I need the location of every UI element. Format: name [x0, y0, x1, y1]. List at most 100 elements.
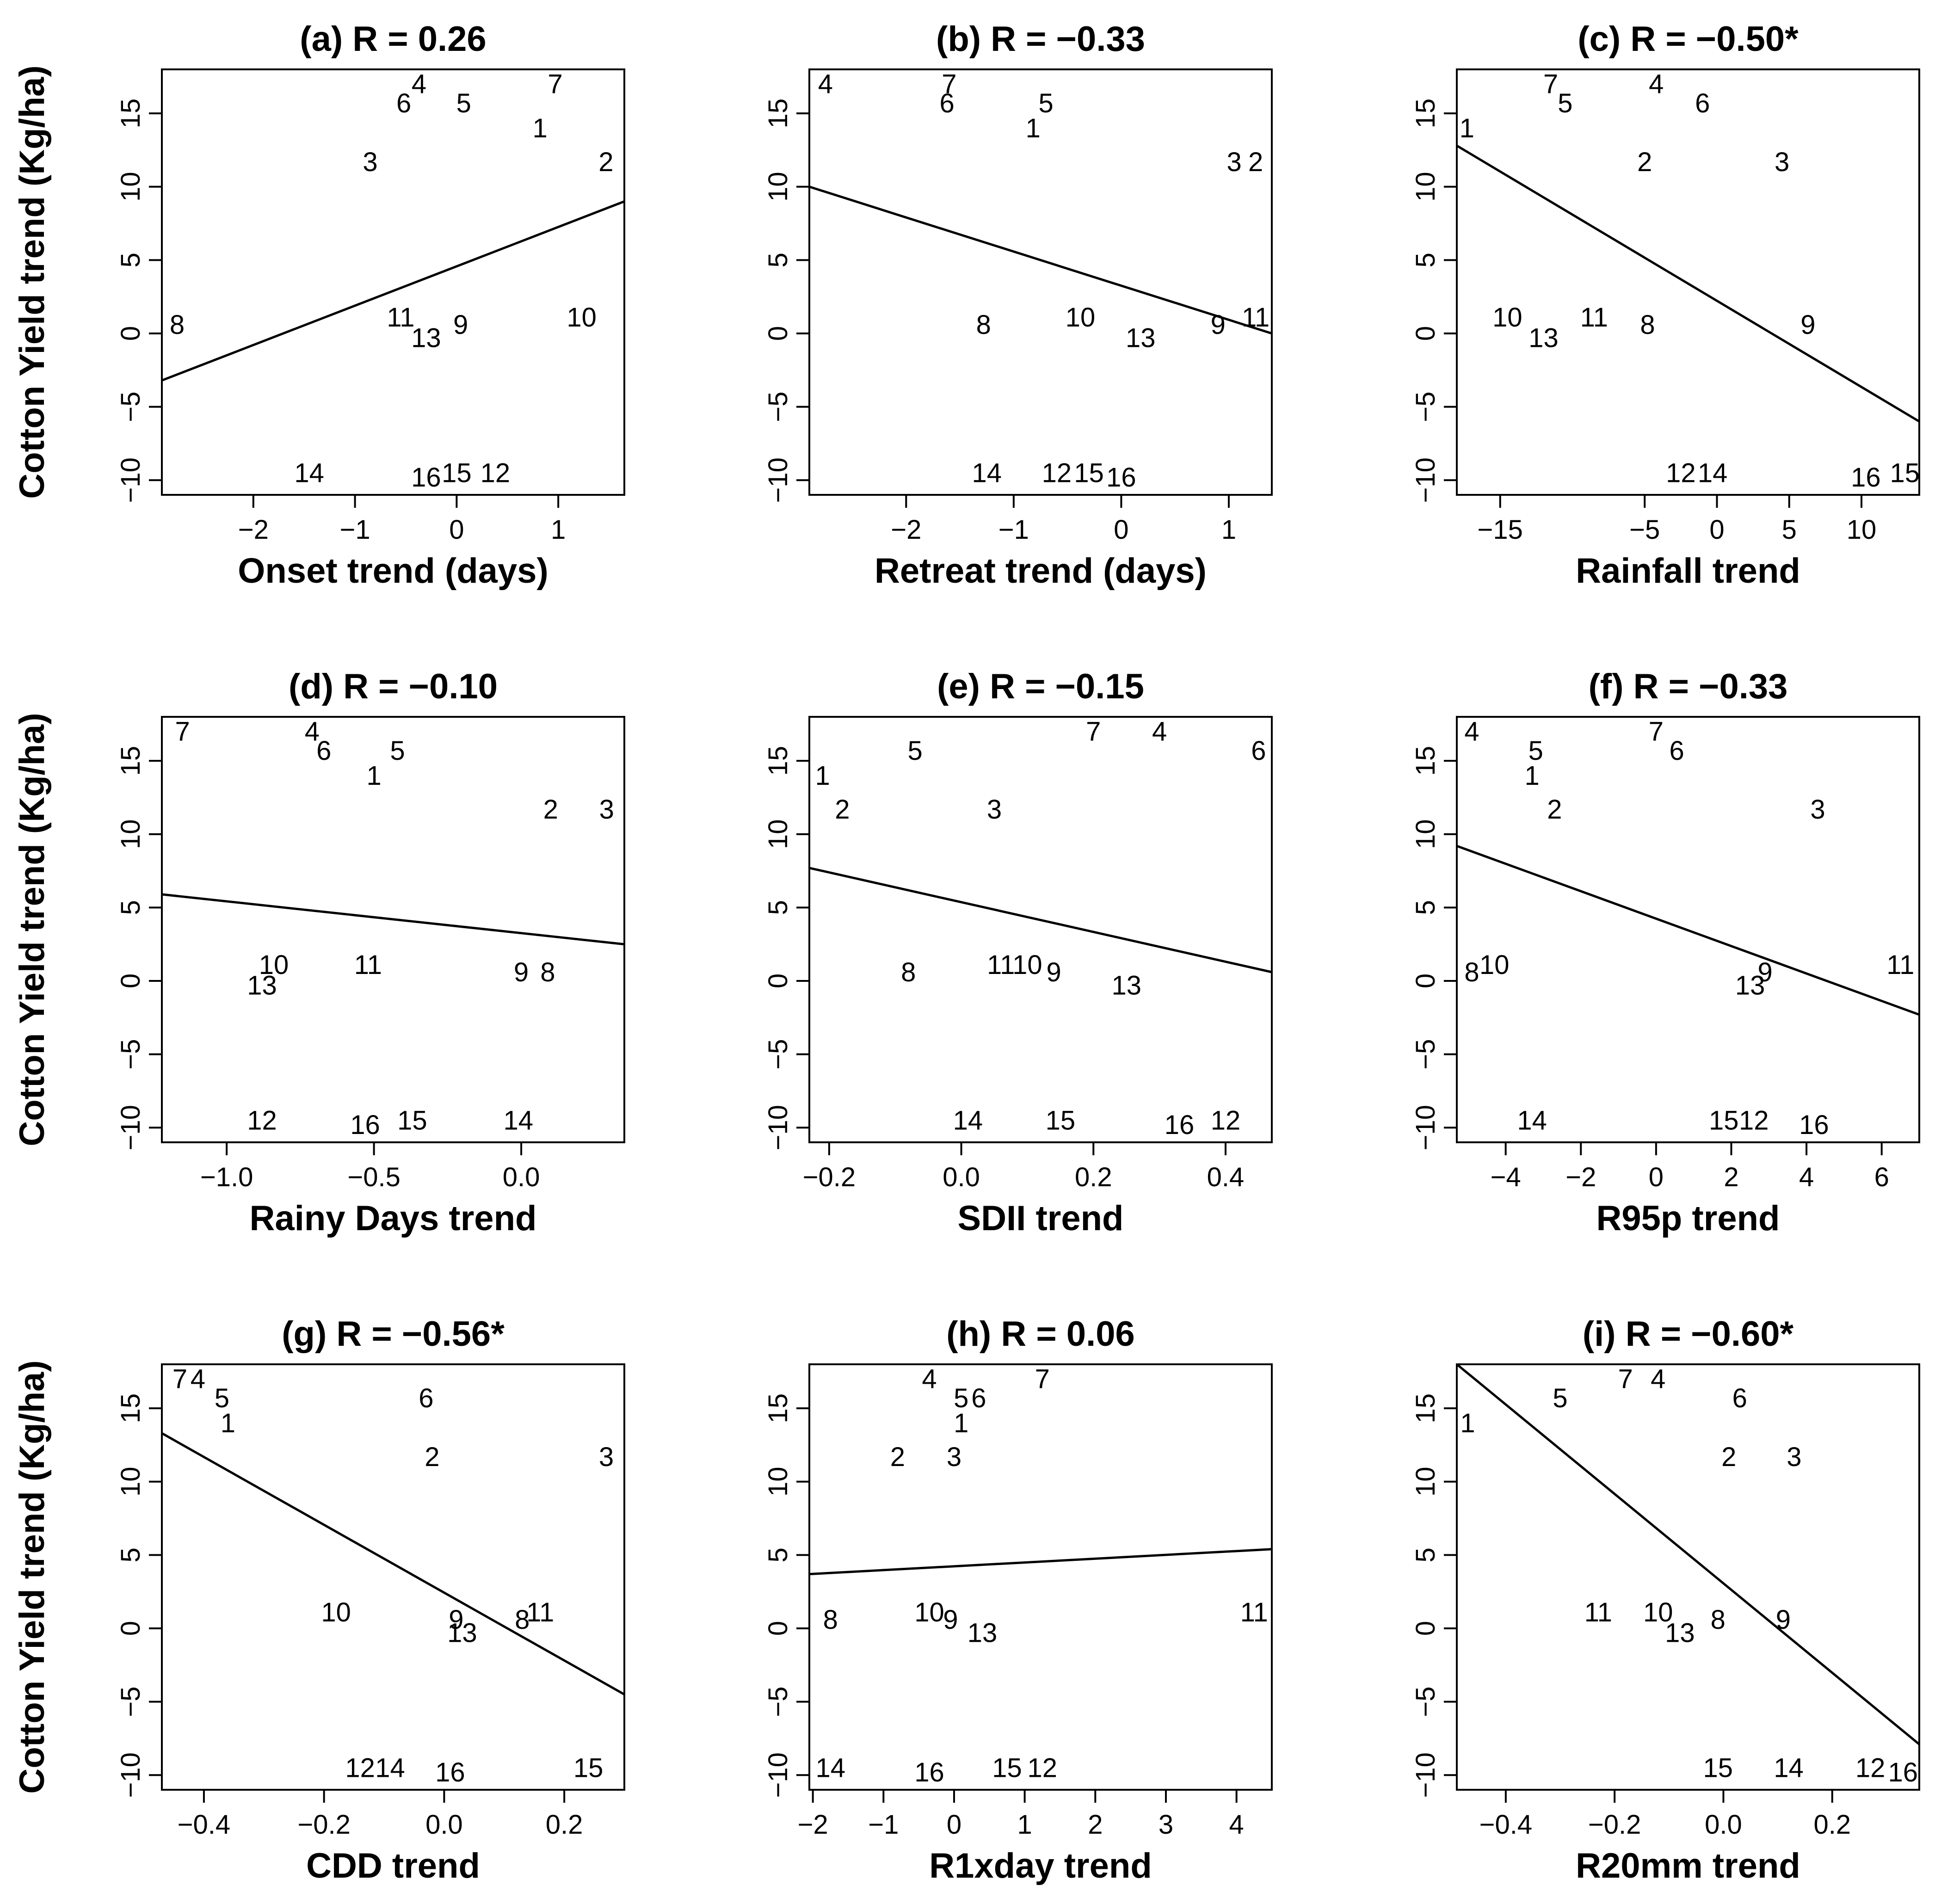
point-6: 6 — [1251, 736, 1266, 766]
x-tick-label: −4 — [1491, 1162, 1521, 1192]
y-tick-label: 10 — [1411, 1467, 1441, 1497]
point-5: 5 — [215, 1383, 229, 1413]
point-7: 7 — [175, 717, 190, 747]
x-tick-label: 0.2 — [546, 1810, 583, 1840]
regression-line — [161, 1432, 625, 1695]
point-3: 3 — [947, 1442, 961, 1472]
point-2: 2 — [598, 147, 613, 177]
point-11: 11 — [354, 950, 382, 980]
x-tick-label: 2 — [1724, 1162, 1738, 1192]
point-3: 3 — [363, 147, 377, 177]
point-7: 7 — [1649, 717, 1664, 747]
x-axis-title: Rainy Days trend — [250, 1199, 537, 1238]
y-tick-label: 0 — [1411, 326, 1441, 341]
point-4: 4 — [412, 69, 426, 99]
point-7: 7 — [942, 69, 956, 99]
point-7: 7 — [1618, 1364, 1633, 1394]
y-tick-label: 5 — [763, 253, 793, 267]
point-9: 9 — [449, 1605, 463, 1635]
regression-line — [809, 185, 1272, 335]
point-13: 13 — [968, 1618, 998, 1648]
point-7: 7 — [173, 1364, 187, 1394]
point-10: 10 — [1066, 302, 1096, 333]
y-tick-label: −10 — [116, 1105, 146, 1150]
point-10: 10 — [914, 1597, 944, 1627]
point-3: 3 — [599, 795, 614, 825]
panel-title: (f) R = −0.33 — [1589, 667, 1788, 706]
point-15: 15 — [573, 1753, 604, 1783]
y-tick-label: 15 — [1411, 99, 1441, 129]
x-tick-label: 4 — [1229, 1810, 1244, 1840]
x-tick-label: 4 — [1799, 1162, 1814, 1192]
regression-line — [809, 1548, 1272, 1576]
y-axis-title: Cotton Yield trend (Kg/ha) — [12, 713, 52, 1146]
point-10: 10 — [567, 302, 597, 333]
point-5: 5 — [1038, 88, 1053, 118]
y-tick-label: −10 — [1411, 457, 1441, 503]
y-tick-label: 15 — [763, 99, 793, 129]
point-2: 2 — [890, 1442, 905, 1472]
plot-frame — [161, 68, 625, 496]
point-2: 2 — [1721, 1442, 1736, 1472]
y-tick-label: −5 — [116, 1039, 146, 1070]
point-14: 14 — [816, 1753, 846, 1783]
point-6: 6 — [419, 1383, 433, 1413]
y-tick-label: −5 — [1411, 1687, 1441, 1717]
point-4: 4 — [305, 717, 320, 747]
y-tick-label: −5 — [1411, 1039, 1441, 1070]
y-tick-label: −10 — [1411, 1752, 1441, 1798]
point-14: 14 — [1774, 1753, 1804, 1783]
point-4: 4 — [1651, 1364, 1665, 1394]
x-axis-title: CDD trend — [306, 1846, 480, 1886]
point-12: 12 — [1739, 1105, 1769, 1135]
x-tick-label: 5 — [1782, 515, 1797, 545]
point-12: 12 — [345, 1753, 375, 1783]
y-tick-label: 10 — [116, 172, 146, 202]
y-tick-label: 15 — [1411, 1393, 1441, 1423]
x-tick-label: −0.2 — [803, 1162, 856, 1192]
plot-frame — [1456, 716, 1920, 1143]
point-8: 8 — [170, 310, 185, 340]
point-11: 11 — [526, 1597, 554, 1627]
point-10: 10 — [1643, 1597, 1673, 1627]
x-tick-label: −0.2 — [1588, 1810, 1641, 1840]
regression-line — [1456, 144, 1920, 423]
point-9: 9 — [1211, 310, 1226, 340]
point-8: 8 — [515, 1605, 530, 1635]
point-15: 15 — [1709, 1105, 1739, 1135]
point-8: 8 — [540, 957, 555, 987]
y-tick-label: 0 — [116, 974, 146, 988]
y-tick-label: 15 — [763, 746, 793, 776]
point-6: 6 — [316, 736, 331, 766]
y-tick-label: −10 — [763, 1105, 793, 1150]
point-1: 1 — [954, 1408, 968, 1438]
x-tick-label: −1 — [868, 1810, 899, 1840]
point-4: 4 — [922, 1364, 937, 1394]
point-10: 10 — [1492, 302, 1522, 333]
y-axis-title: Cotton Yield trend (Kg/ha) — [12, 65, 52, 499]
point-5: 5 — [1553, 1383, 1567, 1413]
point-6: 6 — [1695, 88, 1710, 118]
point-6: 6 — [940, 88, 955, 118]
point-15: 15 — [397, 1105, 427, 1135]
x-tick-label: 0.2 — [1075, 1162, 1112, 1192]
point-1: 1 — [1460, 1408, 1475, 1438]
panel-e: (e) R = −0.15−0.2 0.0 0.2 0.4−10−5051015SDI… — [763, 667, 1273, 1238]
point-5: 5 — [1528, 736, 1543, 766]
x-tick-label: −0.2 — [297, 1810, 351, 1840]
point-2: 2 — [1637, 147, 1652, 177]
panel-title: (a) R = 0.26 — [300, 19, 486, 59]
y-tick-label: −10 — [1411, 1105, 1441, 1150]
x-tick-label: 0 — [1709, 515, 1724, 545]
point-4: 4 — [191, 1364, 205, 1394]
y-axis-title: Cotton Yield trend (Kg/ha) — [12, 1360, 52, 1793]
y-tick-label: 5 — [116, 1547, 146, 1562]
point-8: 8 — [1640, 310, 1655, 340]
point-13: 13 — [1735, 971, 1765, 1001]
x-axis-title: R95p trend — [1596, 1199, 1780, 1238]
regression-line — [161, 200, 625, 382]
plot-frame — [808, 716, 1273, 1143]
x-tick-label: 0 — [947, 1810, 961, 1840]
